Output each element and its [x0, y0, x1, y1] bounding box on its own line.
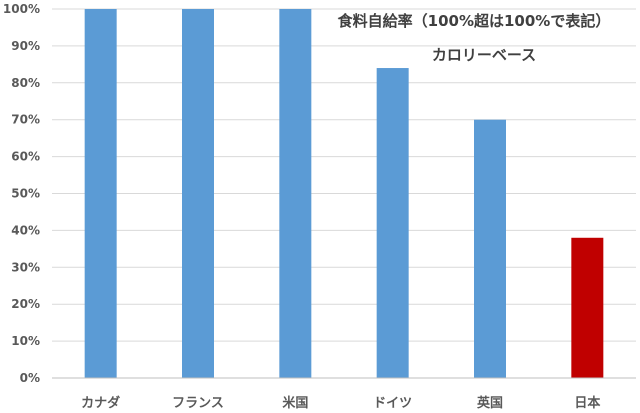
gridlines: [52, 8, 636, 342]
y-tick-label: 80%: [11, 76, 40, 90]
bar-4: [376, 68, 409, 378]
bar-5: [474, 119, 506, 378]
y-tick-label: 10%: [11, 334, 40, 348]
chart-title: 食料自給率（100%超は100%で表記）: [338, 12, 611, 30]
bar-6: [571, 237, 604, 378]
x-category-label: カナダ: [81, 395, 120, 411]
y-tick-label: 30%: [11, 260, 40, 274]
y-tick-label: 70%: [11, 113, 40, 127]
x-category-label: フランス: [172, 396, 224, 411]
bar-2: [182, 9, 214, 378]
y-tick-label: 90%: [11, 39, 40, 53]
y-axis-tick-labels: 0% 10% 20% 30% 40% 50% 60% 70% 80% 90% 100%: [3, 2, 40, 385]
y-tick-label: 60%: [11, 150, 40, 164]
bar-3: [279, 9, 312, 378]
x-category-label: ドイツ: [373, 396, 412, 411]
y-tick-label: 100%: [3, 2, 40, 16]
bars: [84, 9, 604, 378]
bar-1: [84, 9, 117, 378]
x-category-label: 英国: [476, 395, 503, 411]
x-category-label: 米国: [282, 395, 308, 411]
y-tick-label: 40%: [11, 223, 40, 237]
y-tick-label: 50%: [11, 187, 40, 201]
x-axis-category-labels: カナダ フランス 米国 ドイツ 英国 日本: [81, 395, 600, 411]
y-tick-label: 0%: [20, 371, 40, 385]
y-tick-label: 20%: [11, 297, 40, 311]
x-category-label: 日本: [574, 395, 600, 411]
chart-subtitle: カロリーベース: [432, 46, 536, 64]
